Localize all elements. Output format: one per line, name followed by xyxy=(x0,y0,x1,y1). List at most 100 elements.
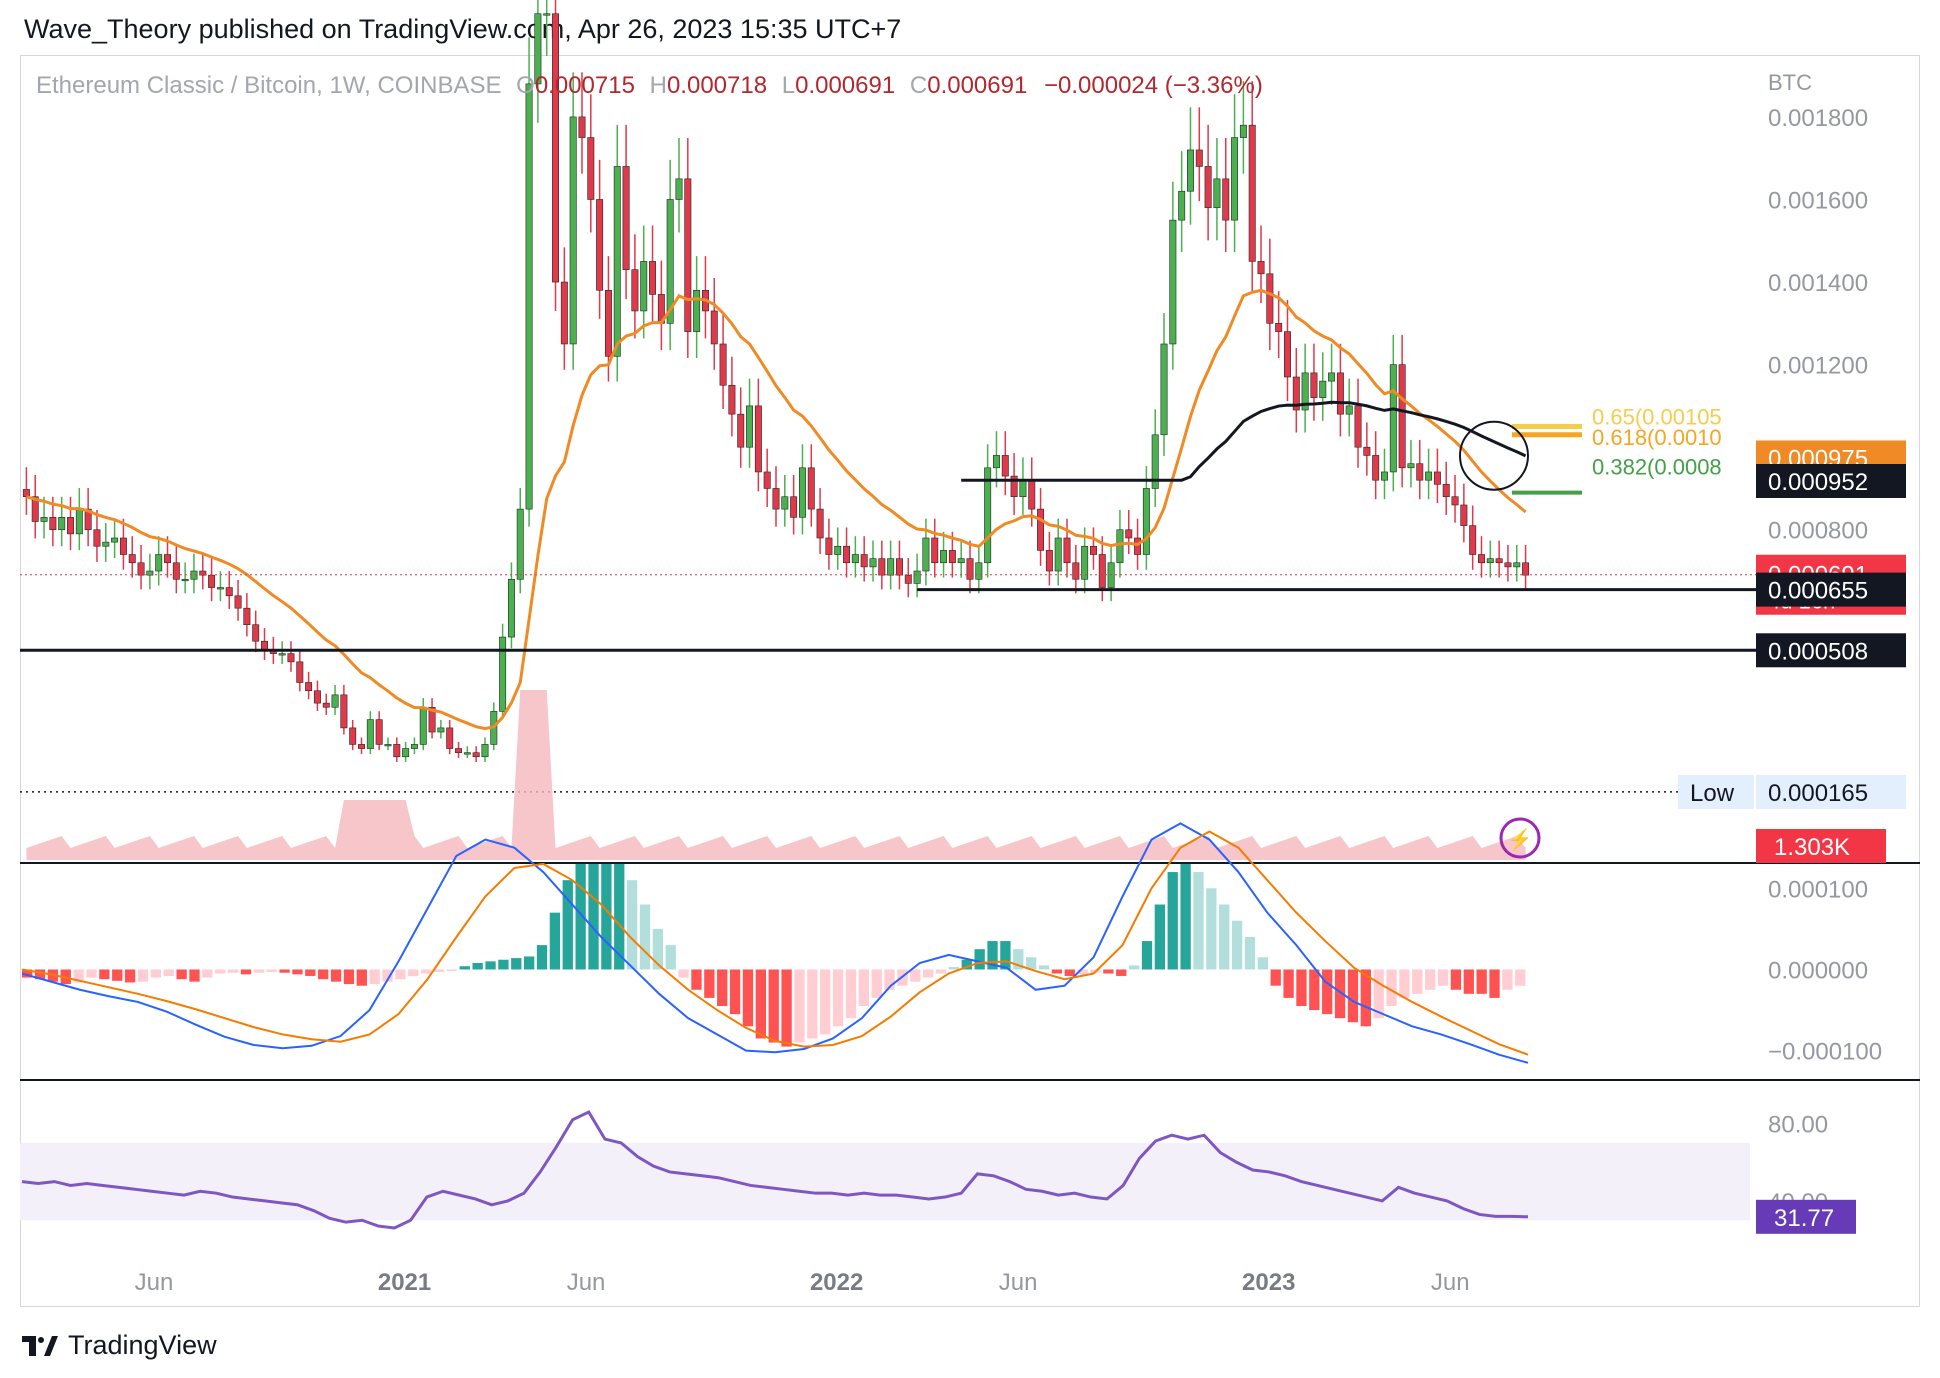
macd-histogram-bar xyxy=(1141,941,1153,970)
candle xyxy=(75,508,83,535)
macd-histogram-bar xyxy=(446,969,458,972)
price-tick: 0.001800 xyxy=(1768,105,1868,132)
candle xyxy=(1054,537,1062,572)
candle xyxy=(1284,331,1291,378)
candle xyxy=(137,562,145,576)
candle xyxy=(49,517,57,531)
low-label: L xyxy=(781,72,796,99)
candle xyxy=(216,587,224,590)
macd-histogram-bar xyxy=(395,969,406,980)
macd-tick: 0.000100 xyxy=(1768,876,1868,903)
symbol-label: Ethereum Classic / Bitcoin, 1W, COINBASE xyxy=(36,72,502,99)
macd-histogram-bar xyxy=(588,863,599,970)
ema200-line xyxy=(961,400,1527,482)
chart-frame[interactable] xyxy=(20,55,1920,1307)
candle xyxy=(1239,124,1247,138)
macd-histogram-bar xyxy=(1386,969,1397,1006)
candle xyxy=(596,199,604,291)
alert-lightning-icon xyxy=(1499,817,1541,859)
candle xyxy=(1125,529,1133,539)
candle xyxy=(1389,364,1397,473)
macd-histogram-bar xyxy=(652,928,664,970)
macd-histogram-bar xyxy=(1270,969,1281,986)
macd-histogram-bar xyxy=(227,969,239,973)
candle xyxy=(428,706,436,733)
candle xyxy=(1178,190,1186,221)
candle xyxy=(146,570,154,576)
macd-signal-line xyxy=(21,830,1529,1056)
macd-histogram-bar xyxy=(1502,969,1513,990)
macd-histogram-bar xyxy=(1000,941,1011,970)
low-value: 0.000691 xyxy=(795,72,896,99)
candle xyxy=(349,727,357,745)
candle xyxy=(1363,446,1371,456)
candle xyxy=(419,706,427,745)
macd-histogram-bar xyxy=(1038,965,1050,970)
candle xyxy=(1336,372,1344,415)
candle xyxy=(93,529,101,547)
candle xyxy=(904,574,912,584)
volume-area xyxy=(26,690,1526,860)
candle xyxy=(957,558,965,564)
close-label: C xyxy=(909,72,928,99)
candle xyxy=(234,595,242,609)
candle xyxy=(1495,558,1503,564)
macd-histogram-bar xyxy=(330,969,342,982)
macd-histogram-bar xyxy=(768,969,779,1043)
candle xyxy=(1063,537,1071,564)
candle xyxy=(199,570,207,576)
macd-histogram-bar xyxy=(215,969,226,974)
candle xyxy=(640,261,648,312)
macd-histogram-bar xyxy=(150,969,162,978)
candle xyxy=(1416,463,1424,481)
publish-header: Wave_Theory published on TradingView.com… xyxy=(24,14,902,44)
fib-0382-label: 0.382(0.0008 xyxy=(1592,455,1722,480)
time-tick: Jun xyxy=(135,1269,174,1296)
rsi-value-tag xyxy=(1756,1199,1856,1234)
candle xyxy=(446,727,454,749)
candle xyxy=(569,116,577,345)
candle xyxy=(155,554,163,572)
macd-histogram-bar xyxy=(112,969,123,981)
macd-histogram-bar xyxy=(614,863,625,970)
price-tick: 0.001200 xyxy=(1768,353,1868,380)
tradingview-brand: TradingView xyxy=(68,1330,217,1360)
candle xyxy=(164,554,171,564)
candle xyxy=(119,537,127,555)
macd-histogram-bar xyxy=(1412,969,1423,994)
macd-tick: −0.000100 xyxy=(1768,1039,1882,1066)
candle xyxy=(666,199,674,324)
candle xyxy=(754,405,762,473)
candle xyxy=(1010,475,1018,498)
macd-histogram-bar xyxy=(807,969,818,1039)
macd-histogram-bar xyxy=(729,969,741,1015)
candle xyxy=(922,537,930,572)
candle xyxy=(172,562,180,580)
open-value: 0.000715 xyxy=(534,72,635,99)
candle xyxy=(40,517,48,522)
macd-histogram-bar xyxy=(524,956,535,970)
candle xyxy=(1460,504,1468,526)
price-tag-ema200-text: 0.000952 xyxy=(1768,469,1868,496)
macd-histogram-bar xyxy=(1425,969,1436,990)
candle xyxy=(622,166,630,270)
macd-histogram-bar xyxy=(266,969,277,972)
macd-histogram-bar xyxy=(1257,957,1268,970)
macd-histogram-bar xyxy=(549,912,561,970)
macd-histogram-bar xyxy=(369,969,380,985)
candle xyxy=(1089,545,1097,555)
macd-histogram-bar xyxy=(678,969,689,978)
candle xyxy=(631,269,639,312)
macd-histogram-bar xyxy=(1244,937,1256,970)
candle xyxy=(1187,149,1194,192)
macd-histogram-bar xyxy=(923,969,934,978)
macd-histogram-bar xyxy=(1154,904,1166,970)
candle xyxy=(1398,364,1406,469)
macd-histogram-bar xyxy=(253,969,264,973)
macd-histogram-bar xyxy=(639,904,651,970)
candle xyxy=(1222,178,1230,221)
candle xyxy=(543,13,551,16)
time-tick: Jun xyxy=(567,1269,606,1296)
candle xyxy=(1001,455,1009,477)
